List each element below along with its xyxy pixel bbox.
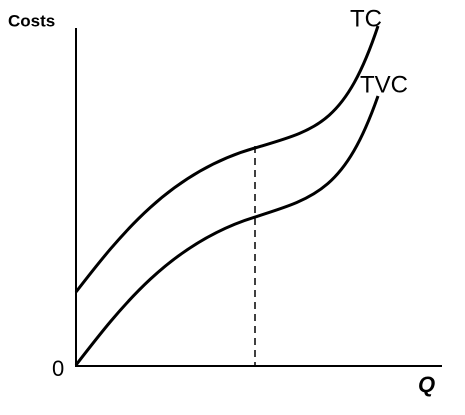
- x-axis-label: Q: [418, 372, 435, 397]
- origin-label: 0: [52, 356, 64, 381]
- curve-label: TC: [350, 5, 382, 32]
- y-axis-label: Costs: [8, 11, 55, 30]
- curve-label: TVC: [360, 71, 408, 98]
- tvc-curve: [74, 95, 380, 366]
- tc-curve: [74, 25, 380, 293]
